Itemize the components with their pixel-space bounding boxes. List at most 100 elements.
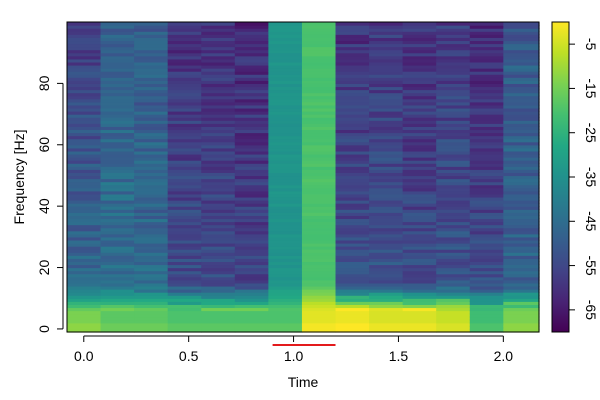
heatmap-cell — [402, 181, 437, 186]
heatmap-cell — [100, 86, 135, 91]
heatmap-cell — [402, 227, 437, 232]
heatmap-cell — [335, 107, 370, 112]
heatmap-cell — [134, 295, 169, 299]
heatmap-cell — [436, 49, 471, 54]
heatmap-cell — [134, 147, 169, 152]
heatmap-cell — [369, 77, 404, 81]
heatmap-cell — [369, 184, 404, 189]
heatmap-cell — [301, 25, 337, 29]
heatmap-cell — [67, 49, 102, 54]
heatmap-cell — [402, 120, 437, 124]
heatmap-cell — [335, 129, 370, 134]
heatmap-cell — [503, 40, 540, 45]
heatmap-cell — [134, 132, 169, 137]
heatmap-cell — [100, 31, 135, 35]
y-tick-label: 0 — [36, 325, 52, 333]
heatmap-cell — [134, 252, 169, 256]
heatmap-cell — [335, 328, 370, 333]
heatmap-cell — [201, 117, 236, 121]
heatmap-cell — [268, 132, 303, 137]
heatmap-cell — [67, 172, 102, 177]
heatmap-cell — [469, 40, 504, 45]
heatmap-cell — [167, 316, 202, 321]
heatmap-cell — [469, 147, 504, 152]
heatmap-cell — [369, 172, 404, 177]
heatmap-cell — [335, 147, 370, 152]
heatmap-cell — [100, 181, 135, 186]
heatmap-cell — [201, 289, 236, 293]
heatmap-cell — [100, 200, 135, 204]
heatmap-cell — [402, 114, 437, 118]
heatmap-cell — [503, 89, 540, 94]
heatmap-cell — [503, 193, 540, 198]
heatmap-cell — [369, 276, 404, 281]
heatmap-cell — [436, 31, 471, 35]
heatmap-cell — [503, 169, 540, 173]
heatmap-cell — [436, 80, 471, 84]
heatmap-cell — [469, 153, 504, 158]
heatmap-cell — [201, 200, 236, 204]
heatmap-cell — [201, 89, 236, 94]
heatmap-cell — [134, 34, 169, 38]
heatmap-cell — [67, 22, 102, 26]
heatmap-cell — [369, 190, 404, 195]
heatmap-cell — [234, 175, 269, 180]
heatmap-cell — [436, 77, 471, 81]
heatmap-cell — [67, 43, 102, 48]
heatmap-cell — [201, 25, 236, 29]
heatmap-cell — [234, 138, 269, 143]
heatmap-cell — [100, 25, 135, 29]
heatmap-cell — [268, 282, 303, 287]
heatmap-cell — [100, 193, 135, 198]
heatmap-cell — [503, 64, 540, 69]
heatmap-cell — [234, 282, 269, 287]
heatmap-cell — [402, 206, 437, 210]
heatmap-cell — [469, 181, 504, 186]
colorbar-tick-label: -15 — [583, 78, 599, 98]
heatmap-cell — [402, 175, 437, 180]
heatmap-cell — [234, 83, 269, 88]
heatmap-cell — [369, 126, 404, 131]
heatmap-cell — [402, 184, 437, 189]
heatmap-cell — [268, 233, 303, 238]
heatmap-cell — [234, 120, 269, 124]
heatmap-cell — [369, 92, 404, 97]
heatmap-cell — [301, 181, 337, 186]
heatmap-cell — [234, 310, 269, 315]
heatmap-cell — [134, 77, 169, 81]
heatmap-cell — [369, 58, 404, 63]
heatmap-cell — [469, 224, 504, 229]
heatmap-cell — [469, 270, 504, 275]
heatmap-cell — [67, 255, 102, 259]
heatmap-cell — [268, 175, 303, 180]
heatmap-cell — [335, 138, 370, 143]
heatmap-cell — [234, 313, 269, 318]
heatmap-cell — [369, 255, 404, 259]
heatmap-cell — [369, 230, 404, 235]
heatmap-cell — [67, 157, 102, 161]
heatmap-cell — [301, 193, 337, 198]
heatmap-cell — [469, 230, 504, 235]
heatmap-cell — [134, 68, 169, 72]
heatmap-cell — [134, 104, 169, 109]
heatmap-cell — [369, 246, 404, 250]
heatmap-cell — [268, 249, 303, 253]
heatmap-cell — [234, 89, 269, 94]
heatmap-cell — [67, 86, 102, 91]
heatmap-cell — [167, 273, 202, 278]
heatmap-cell — [469, 141, 504, 146]
heatmap-cell — [301, 252, 337, 256]
heatmap-cell — [335, 282, 370, 287]
heatmap-cell — [436, 181, 471, 186]
heatmap-cell — [369, 144, 404, 149]
heatmap-cell — [301, 55, 337, 60]
heatmap-cell — [436, 258, 471, 263]
heatmap-cell — [369, 111, 404, 115]
heatmap-cell — [67, 25, 102, 29]
heatmap-cell — [436, 22, 471, 26]
heatmap-cell — [134, 86, 169, 91]
heatmap-cell — [335, 175, 370, 180]
heatmap-cell — [436, 169, 471, 173]
heatmap-cell — [268, 307, 303, 312]
heatmap-cell — [369, 224, 404, 229]
